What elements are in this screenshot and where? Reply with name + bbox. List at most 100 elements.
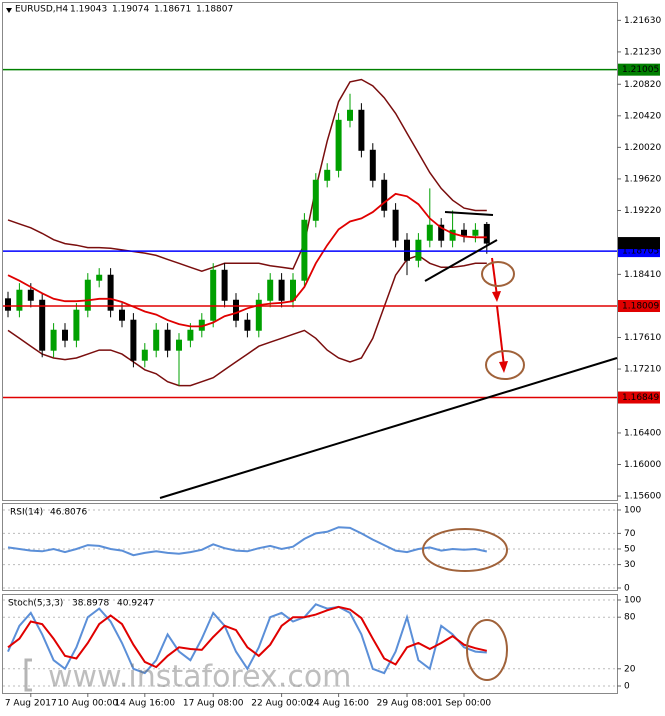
y-tick-label: 70 [624, 529, 636, 539]
candle-body [369, 149, 376, 181]
highlight-circle [422, 528, 508, 572]
stoch-line [7, 605, 488, 669]
level-label-box [618, 391, 660, 404]
candle-body [381, 179, 388, 211]
y-tick-label: 1.16400 [624, 428, 661, 438]
level-label: 1.18009 [622, 302, 659, 312]
y-tick-label: 1.19620 [624, 174, 661, 184]
y-tick-label: 1.21230 [624, 47, 661, 57]
candle-body [290, 279, 296, 301]
ohlc-value: 1.18671 [154, 5, 191, 15]
rsi-panel [2, 503, 618, 591]
symbol-title: EURUSD,H4 [15, 5, 68, 15]
moving-average [7, 192, 487, 328]
candle-body [426, 224, 433, 241]
candle-body [324, 169, 331, 181]
candle-body [210, 269, 217, 321]
rsi-title: RSI(14) [10, 508, 43, 518]
y-tick-label: 1.17210 [624, 365, 661, 375]
x-tick-label: 22 Aug 00:00 [251, 699, 312, 709]
ohlc-value: 1.19043 [70, 5, 107, 15]
y-tick-label: 1.18410 [624, 270, 661, 280]
arrow-head [499, 361, 508, 373]
x-tick-label: 7 Aug 2017 [5, 699, 57, 709]
candle-body [347, 109, 353, 121]
y-tick-label: 100 [624, 596, 641, 606]
y-tick-label: 1.20020 [624, 143, 661, 153]
candle-body [39, 299, 46, 351]
y-tick-label: 1.19220 [624, 206, 661, 216]
price-label: 1.18807 [622, 239, 659, 249]
candle-body [392, 209, 399, 241]
candle-body [221, 269, 228, 301]
level-label: 1.18705 [622, 247, 659, 257]
candle-body [5, 298, 11, 311]
candle-body [312, 179, 319, 221]
candle-body [449, 229, 456, 241]
y-tick-label: 100 [624, 506, 641, 516]
candle-body [483, 223, 490, 244]
x-tick-label: 17 Aug 08:00 [183, 699, 244, 709]
y-tick-label: 80 [624, 613, 636, 623]
stoch-title: Stoch(5,3,3) [8, 599, 63, 609]
candle-body [73, 309, 80, 341]
candle-body [472, 229, 479, 236]
y-tick-label: 50 [624, 545, 636, 555]
candle-body [130, 319, 137, 361]
candle-body [335, 119, 342, 171]
level-label-box [618, 300, 660, 313]
candle-body [404, 239, 410, 261]
menu-icon [6, 8, 12, 13]
stoch-main-value: 38.8978 [72, 599, 109, 609]
candle-body [233, 299, 239, 321]
y-tick-label: 30 [624, 560, 636, 570]
candle-body [255, 299, 262, 331]
candle-body [358, 109, 365, 151]
candle-body [164, 329, 171, 351]
triangle-line [424, 239, 498, 282]
x-tick-label: 10 Aug 00:00 [57, 699, 118, 709]
candle-body [153, 329, 160, 351]
candle-body [141, 349, 148, 361]
candle-body [438, 224, 445, 241]
y-tick-label: 1.15600 [624, 492, 661, 502]
highlight-circle [481, 261, 515, 287]
trend-line [159, 357, 618, 499]
y-tick-label: 1.20820 [624, 80, 661, 90]
candle-body [176, 339, 182, 351]
y-tick-label: 1.17610 [624, 333, 661, 343]
candle-body [96, 274, 103, 281]
candle-body [107, 274, 114, 311]
arrow-head [492, 291, 501, 302]
level-label: 1.21005 [622, 65, 659, 75]
price-label-box [618, 237, 660, 250]
y-tick-label: 1.16000 [624, 460, 661, 470]
candle-body [415, 239, 422, 261]
watermark: www.instaforex.com [48, 660, 351, 695]
highlight-circle [466, 619, 508, 681]
candle-body [27, 289, 34, 301]
analysis-drawings [159, 211, 618, 681]
y-tick-label: 0 [624, 584, 630, 594]
triangle-line [444, 211, 494, 216]
stoch-signal-value: 40.9247 [117, 599, 154, 609]
y-tick-label: 1.21630 [624, 16, 661, 26]
candle-body [187, 329, 194, 341]
watermark-bracket [24, 658, 32, 692]
x-tick-label: 14 Aug 16:00 [114, 699, 175, 709]
candle-body [84, 279, 91, 311]
candle-body [119, 309, 125, 321]
candle-body [267, 279, 274, 301]
stoch-line [7, 603, 487, 675]
level-label-box [618, 63, 660, 76]
highlight-circle [485, 350, 525, 380]
candle-body [62, 329, 68, 341]
y-tick-label: 1.20420 [624, 111, 661, 121]
level-label: 1.16849 [622, 393, 659, 403]
rsi-line [7, 526, 488, 557]
x-tick-label: 24 Aug 16:00 [308, 699, 369, 709]
arrow [496, 305, 505, 367]
rsi-value: 46.8076 [50, 508, 87, 518]
bollinger-band [7, 78, 487, 272]
